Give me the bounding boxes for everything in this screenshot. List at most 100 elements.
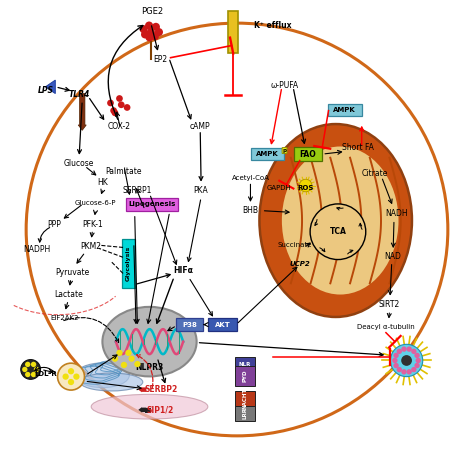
Text: ω-PUFA: ω-PUFA [270,81,298,90]
Text: PKA: PKA [194,186,209,195]
Circle shape [34,367,39,372]
Circle shape [397,349,402,354]
Circle shape [411,367,417,372]
Text: EIF2AK2: EIF2AK2 [50,315,79,321]
Text: AKT: AKT [215,322,230,328]
Text: PPP: PPP [47,220,61,229]
Text: Glycolysis: Glycolysis [126,246,131,281]
Text: UCP2: UCP2 [290,261,310,267]
Text: Palmitate: Palmitate [106,166,142,176]
Circle shape [31,362,36,367]
Circle shape [393,353,399,358]
Text: HK: HK [97,178,108,187]
Text: LDL-R: LDL-R [34,371,57,377]
Circle shape [68,379,74,385]
Text: NACHT: NACHT [243,388,247,409]
Text: FAO: FAO [300,149,316,158]
Circle shape [151,32,159,40]
Text: LRR: LRR [243,407,247,419]
Ellipse shape [80,373,143,391]
Text: GAPDH: GAPDH [266,185,291,191]
FancyBboxPatch shape [228,11,238,53]
Circle shape [414,363,420,368]
Text: HIFα: HIFα [173,266,193,275]
Circle shape [391,344,423,377]
Text: PKM2: PKM2 [81,242,102,251]
Circle shape [407,346,412,352]
Circle shape [411,349,417,354]
Circle shape [68,368,74,374]
FancyArrow shape [138,407,146,413]
Text: PGE2: PGE2 [141,7,163,16]
Circle shape [124,104,130,111]
FancyArrow shape [78,94,86,130]
Text: NLR: NLR [239,361,251,367]
Circle shape [25,372,30,377]
FancyBboxPatch shape [176,318,203,331]
Text: Lipogenesis: Lipogenesis [128,201,175,207]
Circle shape [116,350,123,356]
Ellipse shape [282,147,399,295]
Circle shape [110,107,117,114]
Circle shape [125,350,132,356]
Text: K⁺ efflux: K⁺ efflux [254,21,291,30]
Text: AMPK: AMPK [333,107,356,113]
Text: Glucose: Glucose [64,158,94,167]
Circle shape [22,367,27,372]
Text: p: p [283,148,287,153]
Text: SERBP2: SERBP2 [144,385,177,394]
Circle shape [73,374,80,380]
FancyBboxPatch shape [328,104,362,117]
FancyArrow shape [138,387,146,392]
Text: Deacyl α-tubulin: Deacyl α-tubulin [357,324,415,330]
FancyBboxPatch shape [126,198,178,211]
Text: SIP1/2: SIP1/2 [146,405,173,414]
Circle shape [116,95,123,102]
FancyBboxPatch shape [235,406,255,421]
Text: cAMP: cAMP [190,122,210,131]
Text: LPS: LPS [37,86,54,95]
Ellipse shape [102,307,197,376]
Circle shape [121,362,127,368]
Text: AMPK: AMPK [256,151,279,157]
Circle shape [128,356,135,362]
Text: TCA: TCA [329,227,346,236]
Circle shape [63,374,69,380]
Text: EP2: EP2 [154,54,168,63]
Text: TLR4: TLR4 [68,90,90,99]
Text: NLPR3: NLPR3 [136,363,164,372]
FancyBboxPatch shape [208,318,237,331]
FancyBboxPatch shape [251,148,283,160]
Ellipse shape [91,394,208,419]
Circle shape [414,353,420,358]
Text: Lactate: Lactate [55,290,83,299]
Circle shape [111,109,118,116]
Circle shape [392,358,398,363]
Text: PYD: PYD [243,369,247,382]
Ellipse shape [75,363,129,387]
Circle shape [57,363,84,390]
Circle shape [141,31,149,38]
Circle shape [407,369,412,374]
Circle shape [310,204,366,260]
Circle shape [146,33,154,41]
FancyBboxPatch shape [235,357,255,371]
Circle shape [401,346,407,352]
Bar [145,408,151,413]
Text: NADH: NADH [385,209,408,218]
Text: Acetyl-CoA: Acetyl-CoA [231,175,269,181]
Circle shape [145,22,153,30]
Text: NADPH: NADPH [23,245,50,254]
Circle shape [139,25,147,33]
Text: PFK-1: PFK-1 [82,220,103,229]
Ellipse shape [259,124,412,317]
Circle shape [112,356,118,362]
Circle shape [401,355,412,366]
Text: COX-2: COX-2 [108,122,130,131]
Circle shape [416,358,421,363]
Circle shape [152,23,160,31]
Circle shape [401,369,407,374]
Text: P38: P38 [182,322,197,328]
FancyBboxPatch shape [235,392,255,406]
Text: NAD: NAD [385,252,401,261]
